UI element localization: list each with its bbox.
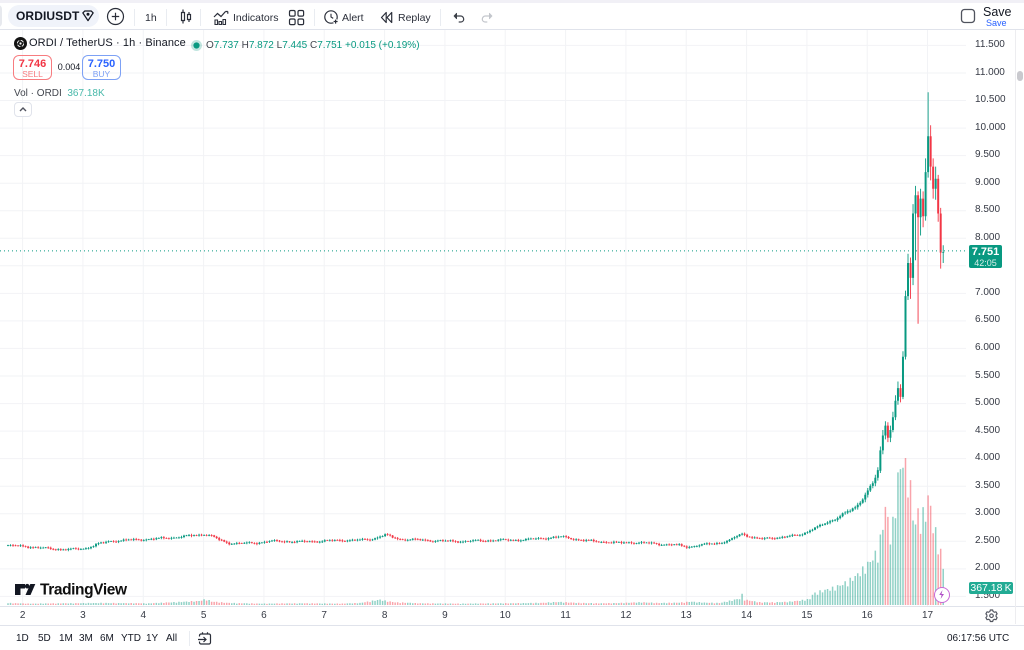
svg-text:TradingView: TradingView (40, 582, 128, 599)
